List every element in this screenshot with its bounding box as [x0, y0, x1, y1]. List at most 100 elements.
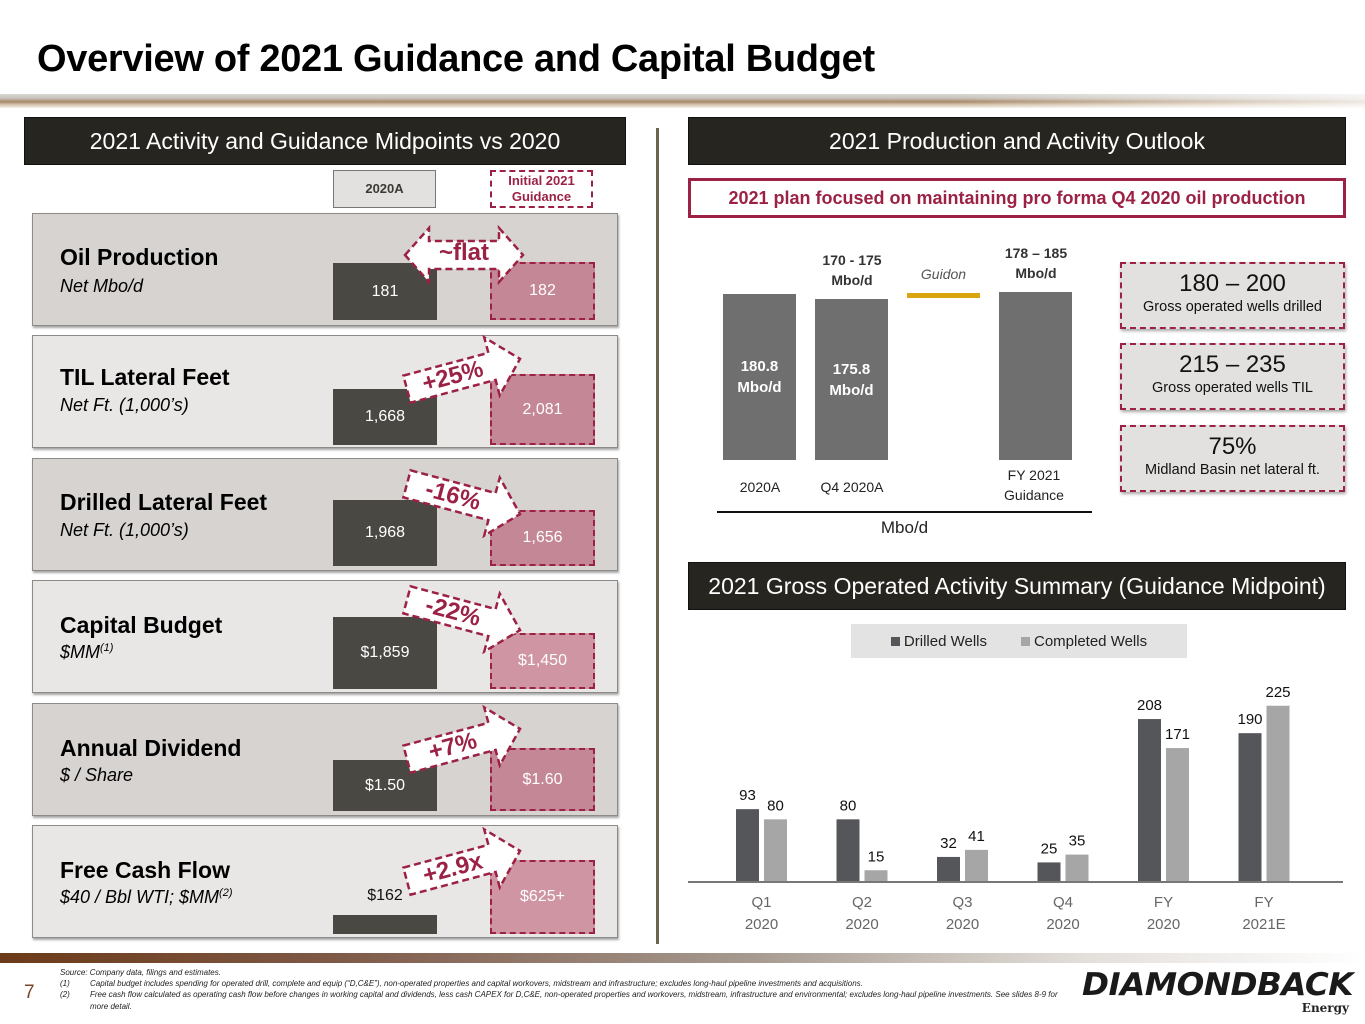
stat-box-wells-til: 215 – 235 Gross operated wells TIL	[1120, 343, 1345, 410]
page-number: 7	[24, 982, 35, 1003]
bar-completed	[764, 819, 787, 882]
left-section-header: 2021 Activity and Guidance Midpoints vs …	[24, 117, 626, 165]
footnote-2: (2) Free cash flow calculated as operati…	[60, 990, 1058, 1011]
chart-legend: Drilled Wells Completed Wells	[851, 624, 1187, 658]
change-arrow-up: +25%	[394, 325, 532, 423]
metric-unit: Net Ft. (1,000’s)	[60, 395, 189, 415]
data-label: 15	[868, 848, 885, 865]
legend-label: Completed Wells	[1033, 632, 1148, 650]
metric-row-capital-budget: Capital Budget $MM(1) $1,859 $1,450 -22%	[32, 580, 618, 693]
data-label: 41	[968, 828, 985, 845]
bar-completed	[1166, 748, 1189, 882]
stat-box-wells-drilled: 180 – 200 Gross operated wells drilled	[1120, 262, 1345, 329]
data-label: 225	[1265, 684, 1290, 701]
production-bar-2020a: 180.8 Mbo/d	[723, 294, 796, 460]
bar-completed	[965, 849, 988, 882]
company-logo: DIAMONDBACK Energy	[1082, 970, 1357, 1020]
data-label: 80	[767, 797, 784, 814]
x-tick-label: 2020	[1046, 916, 1079, 933]
x-tick-label: Q2	[852, 894, 872, 911]
metric-unit: Net Ft. (1,000’s)	[60, 520, 189, 540]
x-tick-label: 2020	[1147, 916, 1180, 933]
data-label: 171	[1165, 726, 1190, 743]
footnote-1: (1) Capital budget includes spending for…	[60, 979, 863, 989]
production-range-label-q4-2020a: 170 - 175 Mbo/d	[822, 252, 882, 289]
metric-name: Annual Dividend	[60, 735, 242, 761]
metric-unit: $40 / Bbl WTI; $MM(2)	[60, 887, 233, 907]
data-label: 208	[1137, 697, 1162, 714]
production-bar-fy2021-guidance	[999, 292, 1072, 460]
footnote-source: Source: Company data, filings and estima…	[60, 968, 221, 977]
metric-name: Free Cash Flow	[60, 857, 230, 883]
activity-bar-chart: 93 80 Q1 2020 80 15 Q2 2020 32 41 Q3 2020 25 35 Q4 2020…	[688, 684, 1343, 933]
metric-row-til-lateral-feet: TIL Lateral Feet Net Ft. (1,000’s) 1,668…	[32, 334, 618, 448]
x-tick-label: Q1	[751, 894, 771, 911]
bar-drilled	[736, 809, 759, 882]
data-label: 93	[739, 787, 756, 804]
vertical-divider	[656, 128, 659, 944]
data-label: 32	[940, 835, 957, 852]
bar-drilled	[836, 819, 860, 882]
metric-unit: $ / Share	[60, 765, 134, 785]
metric-row-drilled-lateral-feet: Drilled Lateral Feet Net Ft. (1,000’s) 1…	[32, 458, 618, 571]
x-tick-label: Q4	[1053, 894, 1073, 911]
x-tick-label: 2020	[845, 916, 878, 933]
data-label: 80	[840, 797, 857, 814]
legend-label: Drilled Wells	[903, 632, 987, 650]
logo-subtext: Energy	[1301, 1001, 1349, 1015]
value-2020-bar	[333, 915, 437, 934]
change-arrow-up: +7%	[394, 695, 532, 793]
stat-value: 215 – 235	[1179, 351, 1286, 378]
production-range-label-fy2021: 178 – 185 Mbo/d	[1004, 245, 1068, 282]
change-label: ~flat	[438, 239, 489, 266]
metric-name: Capital Budget	[60, 612, 223, 638]
stat-value: 75%	[1208, 433, 1257, 460]
footnotes: Source: Company data, filings and estima…	[60, 967, 1060, 1012]
value-2021: $625+	[490, 860, 595, 934]
production-axis-label: Mbo/d	[880, 518, 929, 537]
legend-item-completed-wells: Completed Wells	[1020, 632, 1148, 650]
value-2020: 1,968	[333, 500, 437, 566]
metric-row-annual-dividend: Annual Dividend $ / Share $1.50 $1.60 +7…	[32, 703, 618, 816]
change-arrow-down: -22%	[394, 566, 532, 664]
bar-drilled	[1037, 862, 1061, 882]
x-tick-label: 2021E	[1242, 916, 1285, 933]
production-category-q4-2020a: Q4 2020A	[820, 479, 884, 495]
x-tick-label: FY	[1254, 894, 1273, 911]
legend-item-drilled-wells: Drilled Wells	[890, 632, 987, 650]
metric-unit: Net Mbo/d	[60, 276, 144, 296]
bar-completed	[1266, 705, 1290, 882]
value-2020-label: $162	[367, 887, 403, 904]
value-2020: $1,859	[333, 617, 437, 689]
guidon-label: Guidon	[920, 266, 967, 282]
data-label: 25	[1041, 840, 1058, 857]
bottom-divider	[0, 953, 1365, 963]
column-header-2021-guidance: Initial 2021 Guidance	[490, 170, 593, 208]
bar-drilled	[1138, 719, 1161, 882]
legend-swatch-completed	[1020, 636, 1030, 646]
production-axis-line	[717, 511, 1092, 513]
metric-name: Oil Production	[60, 244, 219, 270]
stat-value: 180 – 200	[1179, 270, 1286, 297]
stat-box-midland-basin: 75% Midland Basin net lateral ft.	[1120, 425, 1345, 492]
data-label: 190	[1237, 711, 1262, 728]
production-bar-q4-2020a: 175.8 Mbo/d	[815, 299, 888, 460]
data-label: 35	[1069, 833, 1086, 850]
change-arrow-double: ~flat	[403, 224, 525, 286]
metric-name: Drilled Lateral Feet	[60, 489, 268, 515]
logo-wordmark: DIAMONDBACK	[1082, 967, 1354, 1003]
x-tick-label: Q3	[952, 894, 972, 911]
metric-name: TIL Lateral Feet	[60, 364, 230, 390]
right-top-section-header: 2021 Production and Activity Outlook	[688, 117, 1346, 165]
metric-row-free-cash-flow: Free Cash Flow $40 / Bbl WTI; $MM(2) $16…	[32, 825, 618, 938]
x-tick-label: 2020	[946, 916, 979, 933]
bar-drilled	[1238, 733, 1262, 882]
change-arrow-up: +2.9x	[394, 817, 532, 915]
production-category-2020a: 2020A	[739, 479, 781, 495]
metric-row-oil-production: Oil Production Net Mbo/d 181 182 ~flat	[32, 213, 618, 326]
right-bottom-section-header: 2021 Gross Operated Activity Summary (Gu…	[688, 562, 1346, 610]
production-category-fy2021: FY 2021 Guidance	[1004, 467, 1064, 504]
value-2021: $1.60	[490, 748, 595, 811]
value-2021: 2,081	[490, 374, 595, 445]
value-2021: $1,450	[490, 633, 595, 689]
